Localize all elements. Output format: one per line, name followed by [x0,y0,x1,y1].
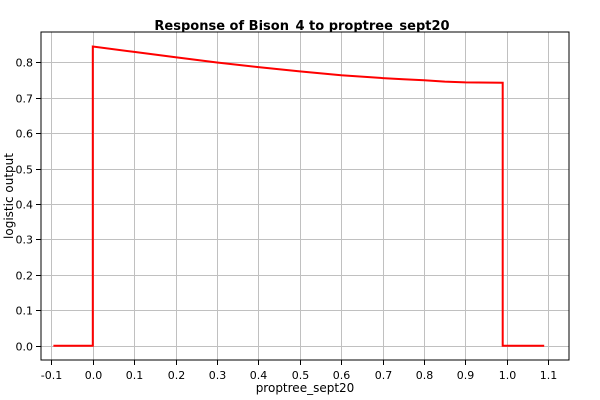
x-tick-label: -0.1 [41,369,62,382]
x-tick-label: 1.0 [499,369,517,382]
y-tick-label: 0.4 [16,199,34,212]
y-axis-label: logistic output [2,153,16,239]
x-tick-label: 0.7 [375,369,393,382]
y-tick-label: 0.2 [16,270,34,283]
x-tick-label: 0.5 [292,369,310,382]
x-tick-label: 0.8 [416,369,434,382]
y-axis-ticks: 0.0 0.1 0.2 0.3 0.4 0.5 0.6 0.7 0.8 [16,57,41,354]
plot-frame [40,31,570,361]
y-tick-label: 0.3 [16,234,34,247]
y-tick-label: 0.6 [16,128,34,141]
x-tick-label: 0.0 [85,369,103,382]
plot-area [41,32,569,360]
chart-title: Response of Bison_4 to proptree_sept20 [154,19,449,34]
series-line [53,45,545,347]
x-axis-label: proptree_sept20 [256,381,355,395]
y-tick-label: 0.8 [16,57,34,70]
x-tick-label: 1.1 [540,369,558,382]
series-layer [53,45,545,347]
x-tick-label: 0.6 [333,369,351,382]
x-tick-label: 0.3 [209,369,227,382]
y-tick-label: 0.1 [16,305,34,318]
x-tick-label: 0.4 [250,369,268,382]
y-tick-label: 0.0 [16,341,34,354]
y-tick-label: 0.7 [16,93,34,106]
x-axis-ticks: -0.1 0.0 0.1 0.2 0.3 0.4 0.5 0.6 0.7 0.8 0.9 1.0 1.1 [41,360,557,382]
x-tick-label: 0.2 [168,369,186,382]
x-tick-label: 0.9 [457,369,475,382]
grid-lines [41,32,569,360]
y-tick-label: 0.5 [16,164,34,177]
x-tick-label: 0.1 [126,369,144,382]
